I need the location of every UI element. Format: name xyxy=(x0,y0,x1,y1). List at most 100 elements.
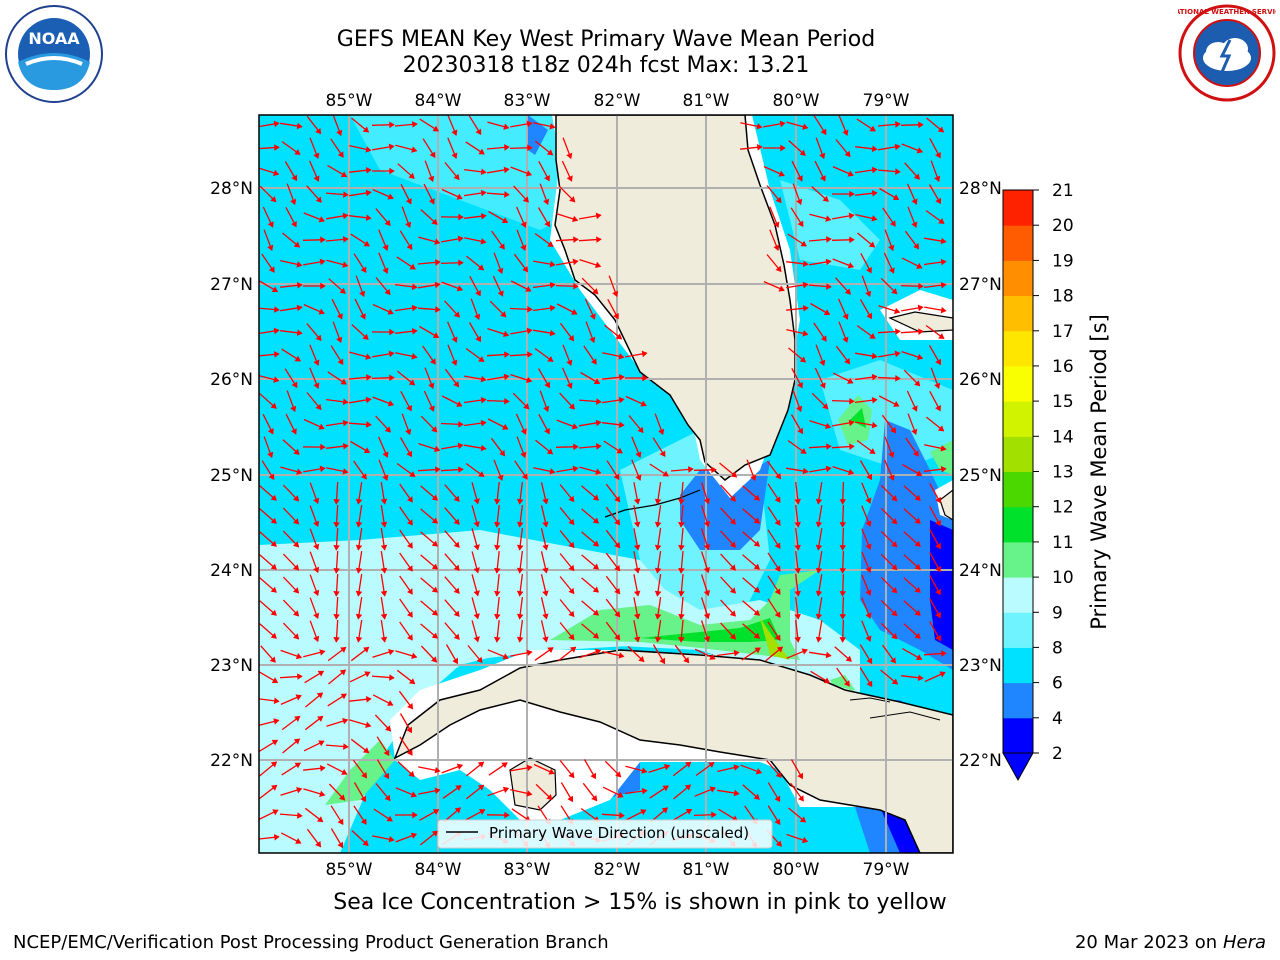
direction-arrowhead xyxy=(294,715,301,722)
direction-arrowhead xyxy=(802,123,809,130)
direction-arrowhead xyxy=(525,170,533,177)
direction-arrowhead xyxy=(571,423,579,430)
direction-arrowhead xyxy=(596,398,602,405)
direction-arrowhead xyxy=(406,496,413,503)
direction-arrowhead xyxy=(473,521,480,528)
direction-arrowhead xyxy=(428,405,435,412)
direction-arrowhead xyxy=(822,403,829,410)
direction-arrowhead xyxy=(774,634,781,641)
direction-arrowhead xyxy=(431,517,438,524)
direction-arrowhead xyxy=(431,609,438,616)
direction-arrowhead xyxy=(729,610,736,617)
direction-arrowhead xyxy=(473,498,480,505)
direction-arrowhead xyxy=(802,836,809,844)
colorbar-extend-arrow xyxy=(1002,752,1034,782)
direction-arrowhead xyxy=(542,590,549,597)
direction-arrowhead xyxy=(362,747,370,754)
direction-arrowhead xyxy=(480,375,487,383)
direction-arrowhead xyxy=(592,494,599,501)
direction-arrowhead xyxy=(431,656,438,663)
direction-arrowhead xyxy=(823,309,831,316)
direction-arrowhead xyxy=(380,521,388,528)
direction-arrowhead xyxy=(895,121,901,128)
direction-arrowhead xyxy=(591,795,598,802)
direction-arrowhead xyxy=(320,236,326,244)
direction-arrowhead xyxy=(754,647,761,654)
direction-arrowhead xyxy=(293,610,300,617)
direction-arrowhead xyxy=(498,243,505,250)
direction-arrowhead xyxy=(408,172,415,179)
direction-arrowhead xyxy=(270,632,277,639)
direction-arrowhead xyxy=(547,356,554,362)
direction-arrowhead xyxy=(774,818,781,826)
direction-arrowhead xyxy=(595,212,602,220)
direction-arrowhead xyxy=(340,646,347,653)
direction-arrowhead xyxy=(333,522,340,528)
direction-arrowhead xyxy=(678,637,685,643)
direction-arrowhead xyxy=(333,545,340,551)
direction-arrowhead xyxy=(453,381,460,388)
direction-arrowhead xyxy=(410,791,417,798)
direction-arrowhead xyxy=(729,564,736,571)
direction-arrowhead xyxy=(839,568,847,574)
direction-arrowhead xyxy=(384,426,391,433)
direction-arrowhead xyxy=(355,613,363,620)
direction-arrowhead xyxy=(478,356,485,362)
footer-date-text: 20 Mar 2023 on xyxy=(1074,932,1218,953)
direction-arrowhead xyxy=(547,241,554,247)
direction-arrowhead xyxy=(815,590,823,597)
direction-arrowhead xyxy=(318,308,325,315)
direction-arrowhead xyxy=(297,812,303,819)
direction-arrowhead xyxy=(839,614,847,620)
direction-arrowhead xyxy=(360,473,367,480)
direction-arrowhead xyxy=(543,198,550,206)
direction-arrowhead xyxy=(685,809,693,815)
direction-arrowhead xyxy=(865,566,872,573)
direction-arrowhead xyxy=(333,568,340,574)
direction-arrowhead xyxy=(847,377,854,384)
direction-arrowhead xyxy=(270,517,277,524)
direction-arrowhead xyxy=(380,567,388,574)
direction-arrowhead xyxy=(452,657,459,665)
direction-arrowhead xyxy=(935,588,941,596)
direction-arrowhead xyxy=(849,236,855,244)
direction-arrowhead xyxy=(406,634,413,641)
direction-arrowhead xyxy=(869,448,876,454)
direction-arrowhead xyxy=(296,304,303,312)
bahamas-island xyxy=(939,489,953,521)
lon-label-bottom: 79°W xyxy=(863,860,910,880)
direction-arrowhead xyxy=(849,190,855,198)
direction-arrowhead xyxy=(799,816,807,823)
colorbar-tick-label: 13 xyxy=(1052,463,1074,483)
direction-arrowhead xyxy=(317,715,324,722)
direction-arrowhead xyxy=(380,613,388,620)
direction-arrowhead xyxy=(775,840,782,847)
direction-arrowhead xyxy=(914,609,921,616)
direction-arrowhead xyxy=(342,398,349,406)
direction-arrowhead xyxy=(384,288,391,296)
direction-arrowhead xyxy=(775,265,782,273)
direction-arrowhead xyxy=(333,499,340,505)
direction-arrowhead xyxy=(678,614,685,620)
direction-arrowhead xyxy=(473,567,480,574)
direction-arrowhead xyxy=(572,258,579,266)
direction-arrowhead xyxy=(592,517,599,524)
direction-arrowhead xyxy=(389,674,395,681)
direction-arrowhead xyxy=(267,451,274,459)
direction-arrowhead xyxy=(544,175,550,182)
direction-arrowhead xyxy=(274,306,280,313)
direction-arrowhead xyxy=(847,262,855,269)
direction-arrowhead xyxy=(342,419,349,427)
lon-label-top: 81°W xyxy=(683,91,730,111)
colorbar-tick-label: 16 xyxy=(1052,357,1074,377)
direction-arrowhead xyxy=(313,589,320,597)
direction-arrowhead xyxy=(516,498,524,505)
direction-arrowhead xyxy=(406,726,413,734)
direction-arrowhead xyxy=(342,236,349,243)
footer-date: 20 Mar 2023 on Hera xyxy=(1075,932,1266,953)
direction-arrowhead xyxy=(333,591,340,597)
direction-arrowhead xyxy=(451,336,458,343)
direction-arrowhead xyxy=(839,499,847,505)
direction-arrowhead xyxy=(618,421,625,429)
direction-arrowhead xyxy=(504,811,510,819)
